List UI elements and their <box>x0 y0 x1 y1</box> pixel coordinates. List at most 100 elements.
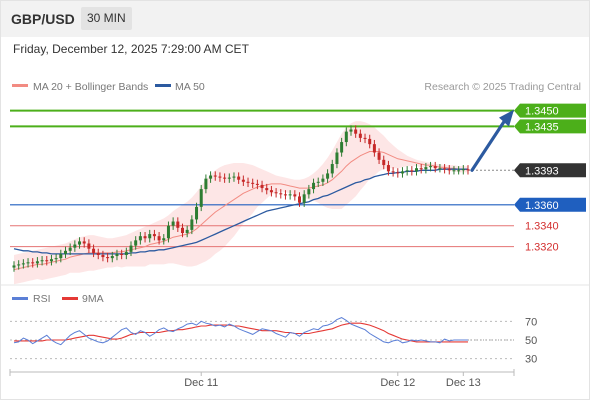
candle-body <box>87 243 91 249</box>
candle-body <box>232 176 236 178</box>
candle-body <box>255 183 259 185</box>
candle-body <box>129 245 133 252</box>
candle-body <box>180 227 184 234</box>
candle-body <box>49 259 53 262</box>
forecast-arrow-head <box>499 109 514 127</box>
candle-body <box>40 260 44 262</box>
rsi-ma-legend-label: 9MA <box>82 293 104 305</box>
x-tick-label: Dec 12 <box>380 377 415 389</box>
candle-body <box>265 188 269 191</box>
candle-body <box>260 184 264 189</box>
candle-body <box>400 171 404 174</box>
candle-body <box>124 251 128 255</box>
candle-body <box>35 261 39 264</box>
candle-body <box>21 263 25 265</box>
current-price-label: 1.3393 <box>525 165 559 177</box>
top-bar: GBP/USD 30 MIN <box>0 0 590 37</box>
candle-body <box>12 265 16 268</box>
rsi-tick-label: 70 <box>525 316 537 328</box>
candle-body <box>134 240 138 246</box>
candle-body <box>372 144 376 153</box>
candle-body <box>92 248 96 253</box>
candle-body <box>241 179 245 182</box>
bollinger-band-area <box>14 121 468 285</box>
timeframe-button[interactable]: 30 MIN <box>81 7 132 30</box>
x-tick-label: Dec 13 <box>446 377 481 389</box>
ma20-legend-label: MA 20 + Bollinger Bands <box>33 81 148 93</box>
candle-body <box>185 229 189 234</box>
candle-body <box>316 181 320 183</box>
candle-body <box>302 194 306 203</box>
candle-body <box>171 221 175 226</box>
candle-body <box>391 171 395 173</box>
candle-body <box>115 253 119 257</box>
candle-body <box>429 166 433 168</box>
candle-body <box>293 194 297 197</box>
candle-body <box>443 168 447 170</box>
candle-body <box>110 256 114 259</box>
candle-body <box>382 159 386 166</box>
candle-body <box>447 169 451 171</box>
candle-body <box>138 236 142 241</box>
candle-body <box>63 250 67 254</box>
rsi-tick-label: 30 <box>525 354 537 366</box>
candle-body <box>227 177 231 179</box>
candle-body <box>251 182 255 184</box>
candle-body <box>106 257 110 259</box>
instrument-title: GBP/USD <box>11 11 75 27</box>
candle-body <box>101 254 105 258</box>
candle-body <box>148 234 152 239</box>
rsi-legend-swatch <box>12 297 28 300</box>
candle-body <box>410 170 414 172</box>
candle-body <box>358 133 362 138</box>
candle-body <box>78 241 82 245</box>
candle-body <box>354 129 358 134</box>
candle-body <box>326 173 330 179</box>
candle-body <box>68 247 72 251</box>
candle-body <box>96 252 100 255</box>
candle-body <box>344 131 348 143</box>
candle-body <box>45 260 49 262</box>
chart-datetime: Friday, December 12, 2025 7:29:00 AM CET <box>13 42 249 56</box>
candle-body <box>466 169 470 171</box>
candle-body <box>269 190 273 193</box>
level-label: 1.3450 <box>525 106 559 118</box>
ma20-line <box>13 151 468 271</box>
current-price-tag <box>514 163 586 178</box>
candle-body <box>312 182 316 190</box>
candle-body <box>246 181 250 183</box>
research-credit: Research © 2025 Trading Central <box>424 81 581 93</box>
candle-body <box>321 178 325 182</box>
level-tag-1-3360 <box>514 197 586 212</box>
rsi-legend-label: RSI <box>33 293 51 305</box>
rsi-9ma-line <box>14 322 468 343</box>
candle-body <box>433 166 437 169</box>
candle-body <box>195 206 199 220</box>
candle-body <box>176 221 180 228</box>
candle-body <box>209 175 213 179</box>
x-tick-label: Dec 11 <box>184 377 218 389</box>
candle-body <box>190 219 194 230</box>
level-label: 1.3320 <box>525 242 559 254</box>
candle-body <box>457 170 461 172</box>
candle-body <box>419 168 423 170</box>
candle-body <box>396 172 400 174</box>
level-label: 1.3360 <box>525 200 559 212</box>
candle-body <box>461 169 465 171</box>
candle-body <box>405 170 409 172</box>
candle-body <box>120 253 124 255</box>
candle-body <box>438 168 442 170</box>
rsi-tick-label: 50 <box>525 335 537 347</box>
candle-body <box>166 225 170 239</box>
candle-body <box>377 152 381 160</box>
candle-body <box>330 164 334 174</box>
candle-body <box>452 170 456 172</box>
candle-body <box>424 167 428 170</box>
candle-body <box>218 176 222 178</box>
candle-body <box>199 189 203 207</box>
ma20-legend-swatch <box>12 84 28 87</box>
candle-body <box>223 177 227 179</box>
candle-body <box>274 192 278 194</box>
candles-group <box>12 125 470 272</box>
